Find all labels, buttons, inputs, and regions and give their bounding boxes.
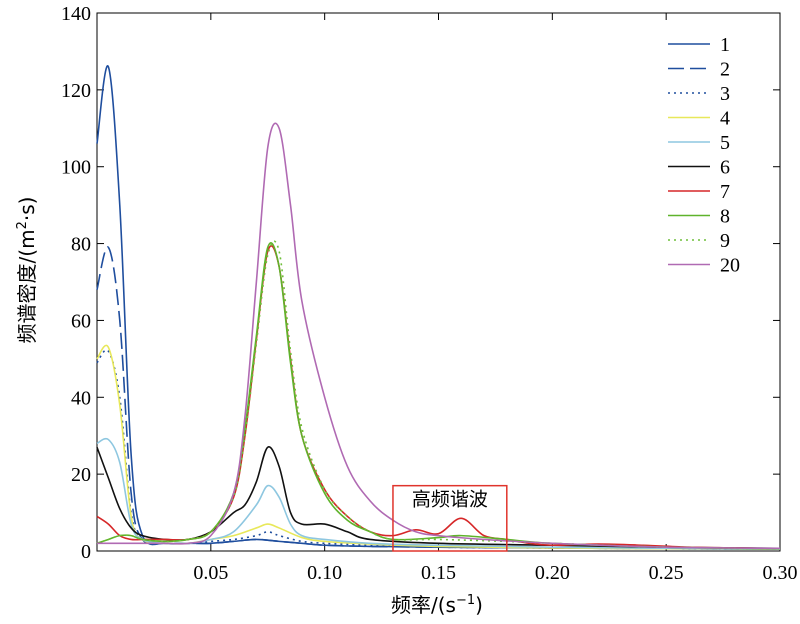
legend-label: 20 — [720, 255, 740, 277]
legend-label: 7 — [720, 181, 730, 203]
legend-label: 6 — [720, 157, 730, 179]
legend-label: 1 — [720, 34, 730, 56]
legend-item-20: 20 — [668, 255, 740, 277]
series-line-1 — [96, 65, 781, 550]
y-tick-label: 60 — [71, 310, 91, 332]
legend-label: 5 — [720, 132, 730, 154]
y-axis-label-main: 频谱密度/(m — [15, 229, 39, 343]
y-axis-label: 频谱密度/(m2·s) — [15, 197, 39, 344]
x-axis-ticks: 0.05 0.10 0.15 0.20 0.25 0.30 — [193, 13, 798, 584]
y-tick-label: 140 — [61, 3, 91, 25]
y-tick-label: 120 — [61, 80, 91, 102]
legend-label: 8 — [720, 206, 730, 228]
series-line-8 — [96, 242, 781, 550]
y-tick-label: 40 — [71, 387, 91, 409]
x-axis-label-tail: ) — [475, 593, 483, 617]
x-tick-label: 0.15 — [421, 562, 456, 584]
x-tick-label: 0.05 — [193, 562, 228, 584]
legend: 1 23 45 67 89 20 — [668, 34, 740, 277]
legend-item-4: 4 — [668, 108, 730, 130]
annotation-box — [392, 484, 508, 552]
legend-label: 9 — [720, 230, 730, 252]
series-group — [96, 65, 781, 550]
series-line-7 — [96, 245, 781, 550]
y-tick-label: 80 — [71, 234, 91, 256]
series-line-4 — [96, 344, 781, 550]
legend-item-3: 3 — [668, 83, 730, 105]
annotation: 高频谐波 — [392, 484, 508, 552]
legend-item-9: 9 — [668, 230, 730, 252]
legend-label: 2 — [720, 59, 730, 81]
x-tick-label: 0.10 — [307, 562, 342, 584]
legend-item-2: 2 — [668, 59, 730, 81]
annotation-label: 高频谐波 — [412, 489, 488, 511]
y-tick-label: 20 — [71, 464, 91, 486]
x-tick-label: 0.25 — [649, 562, 684, 584]
series-line-20 — [97, 122, 781, 550]
series-line-5 — [96, 437, 781, 550]
x-tick-label: 0.20 — [535, 562, 570, 584]
y-tick-label: 0 — [81, 541, 91, 563]
x-axis-label-sup: −1 — [456, 593, 475, 608]
y-axis-label-tail: ·s) — [15, 197, 39, 222]
y-axis-label-sup: 2 — [15, 221, 30, 229]
series-line-9 — [96, 240, 781, 550]
legend-item-1: 1 — [668, 34, 730, 56]
x-tick-label: 0.30 — [763, 562, 798, 584]
legend-label: 4 — [720, 108, 730, 130]
series-line-3 — [96, 349, 781, 550]
legend-label: 3 — [720, 83, 730, 105]
legend-item-5: 5 — [668, 132, 730, 154]
y-tick-label: 100 — [61, 157, 91, 179]
plot-frame — [96, 12, 781, 552]
x-axis-label-main: 频率/(s — [391, 593, 456, 617]
legend-item-8: 8 — [668, 206, 730, 228]
legend-item-7: 7 — [668, 181, 730, 203]
x-axis-label: 频率/(s−1) — [391, 593, 483, 617]
series-line-6 — [96, 446, 781, 550]
plot-area: 0.05 0.10 0.15 0.20 0.25 0.30 020406080100120… — [61, 3, 798, 584]
legend-item-6: 6 — [668, 157, 730, 179]
